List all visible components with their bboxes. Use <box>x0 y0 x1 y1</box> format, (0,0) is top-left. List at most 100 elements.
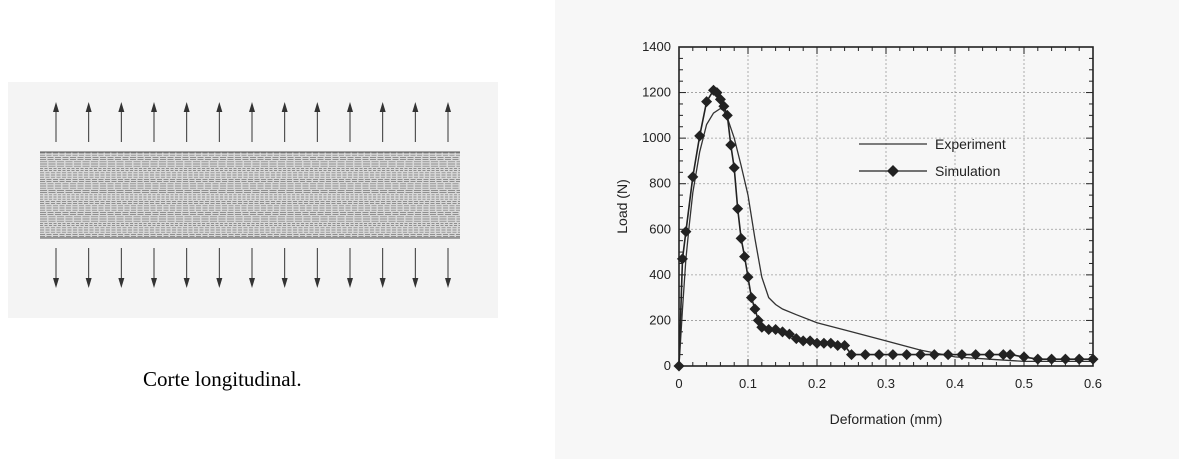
data-point <box>701 96 713 108</box>
arrow-up-icon <box>379 102 386 142</box>
arrow-down-icon <box>118 248 125 288</box>
data-point <box>1004 349 1016 361</box>
arrow-down-icon <box>445 248 451 288</box>
y-tick-label: 1200 <box>642 85 671 100</box>
data-point <box>739 251 751 263</box>
arrow-up-icon <box>151 102 157 142</box>
data-point <box>728 162 740 174</box>
data-point <box>694 130 706 142</box>
data-point <box>859 349 871 361</box>
longitudinal-section-figure <box>8 82 498 318</box>
x-tick-label: 0.4 <box>946 376 964 391</box>
load-deformation-chart: 0 0.1 0.2 0.3 0.4 0.5 0.6 0 200 400 600 800 1000 120… <box>555 0 1179 459</box>
arrow-down-icon <box>216 248 223 288</box>
data-point <box>742 271 754 283</box>
data-point <box>1059 353 1071 365</box>
x-tick-label: 0.1 <box>739 376 757 391</box>
arrow-up-icon <box>281 102 288 142</box>
y-tick-label: 1400 <box>642 39 671 54</box>
arrow-down-icon <box>53 248 59 288</box>
data-point <box>901 349 913 361</box>
fiber-strip <box>40 151 460 239</box>
y-axis-label: Load (N) <box>614 179 630 233</box>
x-tick-label: 0.2 <box>808 376 826 391</box>
arrow-up-icon <box>314 102 321 142</box>
legend-simulation-label: Simulation <box>935 163 1000 179</box>
chart-svg: 0 0.1 0.2 0.3 0.4 0.5 0.6 0 200 400 600 800 1000 120… <box>555 0 1179 459</box>
data-point <box>1032 353 1044 365</box>
arrow-down-icon <box>85 248 92 288</box>
minor-ticks <box>678 46 1094 367</box>
x-tick-labels: 0 0.1 0.2 0.3 0.4 0.5 0.6 <box>675 376 1102 391</box>
series-layer <box>673 84 1099 372</box>
arrow-up-icon <box>216 102 223 142</box>
data-point <box>915 349 926 361</box>
arrow-down-icon <box>281 248 288 288</box>
arrow-up-icon <box>445 102 451 142</box>
legend-simulation-marker <box>887 165 899 177</box>
data-point <box>1018 351 1030 363</box>
arrow-up-icon <box>249 102 255 142</box>
y-tick-label: 600 <box>649 221 671 236</box>
data-point <box>887 349 899 361</box>
data-point <box>797 335 809 347</box>
arrow-up-icon <box>53 102 59 142</box>
arrow-up-icon <box>412 102 419 142</box>
arrow-up-icon <box>347 102 353 142</box>
data-point <box>873 349 885 361</box>
data-point <box>735 232 747 244</box>
x-tick-label: 0.3 <box>877 376 895 391</box>
data-point <box>811 337 823 349</box>
arrow-down-icon <box>183 248 190 288</box>
data-point <box>997 349 1009 361</box>
x-axis-label: Deformation (mm) <box>830 411 943 427</box>
legend-experiment-label: Experiment <box>935 136 1006 152</box>
data-point <box>818 337 830 349</box>
data-point <box>956 349 968 361</box>
data-point <box>745 292 757 304</box>
series-simulation <box>673 84 1099 372</box>
tension-arrows-top <box>53 102 451 142</box>
y-tick-label: 1000 <box>642 130 671 145</box>
data-point <box>970 349 982 361</box>
arrow-down-icon <box>412 248 419 288</box>
data-point <box>749 303 761 315</box>
y-tick-label: 400 <box>649 267 671 282</box>
y-tick-label: 0 <box>664 358 671 373</box>
y-tick-label: 200 <box>649 312 671 327</box>
plot-frame <box>678 46 1094 367</box>
data-point <box>984 349 995 361</box>
figure-caption: Corte longitudinal. <box>143 367 302 391</box>
data-point <box>1046 353 1058 365</box>
tension-arrows-bottom <box>53 248 451 288</box>
data-point <box>763 324 775 336</box>
data-point <box>942 349 954 361</box>
data-point <box>846 349 857 361</box>
x-tick-label: 0.6 <box>1084 376 1102 391</box>
data-point <box>687 171 699 183</box>
arrow-down-icon <box>249 248 255 288</box>
x-tick-label: 0 <box>675 376 682 391</box>
y-tick-labels: 0 200 400 600 800 1000 1200 1400 <box>642 39 671 373</box>
data-point <box>732 203 744 215</box>
data-point <box>725 139 737 151</box>
data-point <box>839 339 851 351</box>
x-tick-label: 0.5 <box>1015 376 1033 391</box>
arrow-up-icon <box>183 102 190 142</box>
section-diagram <box>8 82 498 318</box>
arrow-down-icon <box>151 248 157 288</box>
arrow-down-icon <box>347 248 353 288</box>
data-point <box>711 87 723 99</box>
data-point <box>721 109 733 121</box>
y-tick-label: 800 <box>649 176 671 191</box>
legend: Experiment Simulation <box>859 136 1006 179</box>
data-point <box>718 100 730 112</box>
data-point <box>832 339 844 351</box>
data-point <box>680 226 692 238</box>
data-point <box>1073 353 1085 365</box>
arrow-up-icon <box>118 102 125 142</box>
data-point <box>783 328 795 340</box>
data-point <box>714 93 726 105</box>
arrow-down-icon <box>379 248 386 288</box>
